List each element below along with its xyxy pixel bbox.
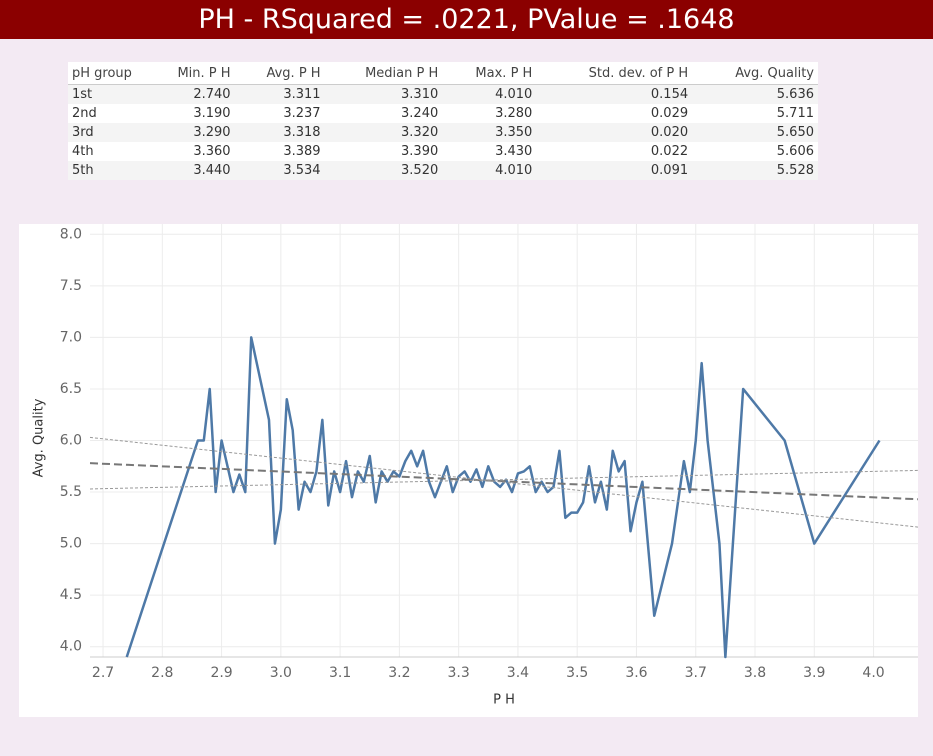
column-header: Max. P H (442, 62, 537, 85)
table-cell: 3.360 (193, 144, 231, 159)
table-cell: 3.280 (495, 106, 533, 121)
x-tick-label: 2.9 (210, 665, 232, 681)
table-cell: 3.534 (234, 161, 325, 180)
x-tick-label: 3.9 (803, 665, 825, 681)
y-tick-label: 5.5 (60, 484, 82, 500)
summary-table: pH group Min. P H Avg. P H Median P H Max. P… (68, 62, 818, 180)
x-tick-label: 2.8 (151, 665, 173, 681)
table-row: 3rd 3.290 3.318 3.320 3.350 0.020 5.650 (68, 123, 818, 142)
table-cell: 0.022 (650, 144, 689, 159)
x-tick-label: 3.7 (685, 665, 707, 681)
trend-line (89, 462, 918, 501)
table-cell: 3rd (68, 123, 146, 142)
table-cell: 3.237 (283, 106, 321, 121)
y-tick-label: 6.5 (60, 381, 82, 397)
table-cell: 1st (68, 84, 146, 104)
x-tick-label: 2.7 (92, 665, 114, 681)
column-header: Min. P H (146, 62, 235, 85)
header-row: pH group Min. P H Avg. P H Median P H Max. P… (68, 62, 818, 85)
title-banner: PH - RSquared = .0221, PValue = .1648 (0, 0, 933, 39)
table-cell: 0.029 (650, 106, 689, 121)
table-cell: 3.310 (324, 84, 443, 104)
table-cell: 2nd (72, 106, 97, 121)
x-tick-label: 3.5 (566, 665, 588, 681)
x-tick-label: 3.0 (270, 665, 292, 681)
x-tick-label: 3.1 (329, 665, 351, 681)
x-tick-label: 4.0 (862, 665, 884, 681)
table-cell: 5.650 (692, 123, 818, 142)
chart: Avg. Quality P H 4.0 4.5 5.0 5.5 6.0 6.5 7.0 7.… (19, 224, 918, 717)
column-header: pH group (68, 62, 146, 85)
table-cell: 3.290 (146, 123, 235, 142)
x-tick-label: 3.6 (625, 665, 647, 681)
y-tick-label: 7.0 (60, 329, 82, 345)
table-row: 5th 3.440 3.534 3.520 4.010 0.091 5.528 (68, 161, 818, 180)
table-cell: 3.311 (234, 84, 325, 104)
table-cell: 3.190 (193, 106, 231, 121)
x-tick-label: 3.8 (744, 665, 766, 681)
column-header: Avg. P H (234, 62, 325, 85)
table-cell: 3.390 (401, 144, 439, 159)
table-cell: 5.528 (692, 161, 818, 180)
y-axis-label: Avg. Quality (32, 398, 47, 477)
table-row: 1st 2.740 3.311 3.310 4.010 0.154 5.636 (68, 84, 818, 104)
column-header: Std. dev. of P H (536, 62, 693, 85)
table-cell: 0.154 (536, 84, 693, 104)
table-cell: 3.320 (324, 123, 443, 142)
table-cell: 5.711 (776, 106, 814, 121)
column-header: Median P H (324, 62, 443, 85)
y-tick-label: 6.0 (60, 433, 82, 449)
column-header: Avg. Quality (692, 62, 818, 85)
table-row: 2nd 3.190 3.237 3.240 3.280 0.029 5.711 (68, 104, 818, 123)
table-cell: 4.010 (442, 84, 537, 104)
table-cell: 3.350 (442, 123, 537, 142)
table-cell: 3.389 (283, 144, 321, 159)
x-tick-label: 3.4 (507, 665, 529, 681)
table-cell: 3.440 (146, 161, 235, 180)
table-cell: 0.091 (536, 161, 693, 180)
table-cell: 4th (72, 144, 94, 159)
table-cell: 5th (68, 161, 146, 180)
table-row: 4th 3.360 3.389 3.390 3.430 0.022 5.606 (68, 142, 818, 161)
y-tick-label: 7.5 (60, 278, 82, 294)
table-cell: 3.430 (495, 144, 533, 159)
trend-line (89, 469, 918, 490)
table-cell: 5.606 (776, 144, 814, 159)
table-cell: 3.520 (324, 161, 443, 180)
chart-background (19, 224, 918, 717)
data-line (125, 336, 881, 659)
table-cell: 3.240 (401, 106, 439, 121)
y-tick-label: 5.0 (60, 536, 82, 552)
y-tick-label: 4.0 (60, 639, 82, 655)
trend-line (89, 436, 918, 528)
x-tick-label: 3.2 (388, 665, 410, 681)
table-cell: 2.740 (146, 84, 235, 104)
y-tick-label: 8.0 (60, 226, 82, 242)
table-cell: 3.318 (234, 123, 325, 142)
table-cell: 5.636 (692, 84, 818, 104)
y-tick-label: 4.5 (60, 587, 82, 603)
table-cell: 0.020 (536, 123, 693, 142)
x-axis-label: P H (493, 693, 515, 708)
x-tick-label: 3.3 (448, 665, 470, 681)
table-cell: 4.010 (442, 161, 537, 180)
